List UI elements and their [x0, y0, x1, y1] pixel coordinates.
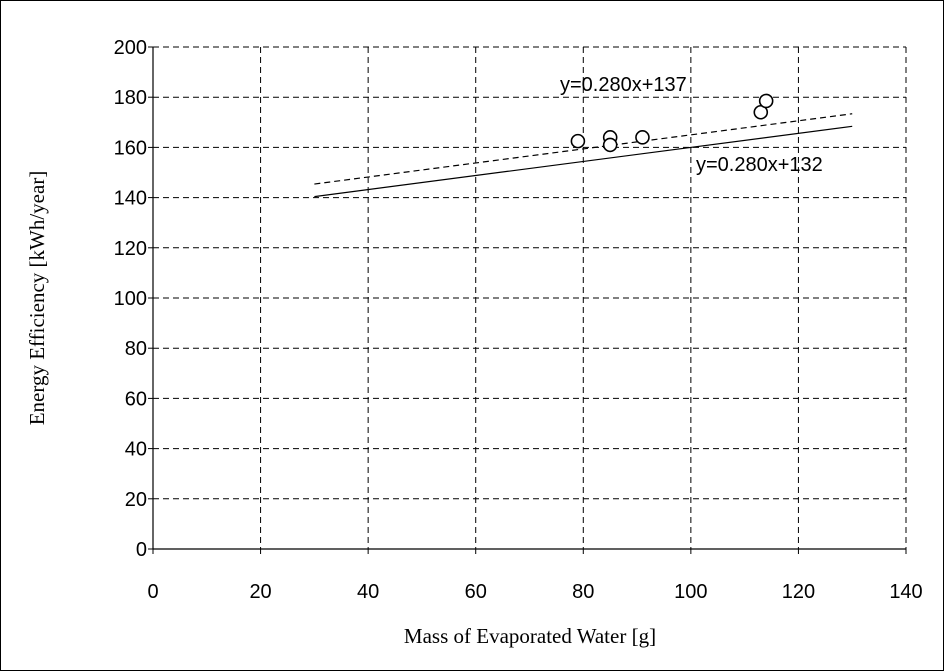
solid-fit-line [314, 125, 853, 198]
solid-line-equation: y=0.280x+132 [696, 154, 823, 176]
data-point [635, 130, 650, 145]
x-tick-label: 140 [889, 581, 922, 603]
x-axis-title: Mass of Evaporated Water [g] [404, 624, 656, 648]
y-tick-label: 140 [114, 188, 147, 210]
y-tick-label: 120 [114, 238, 147, 260]
y-tick-label: 0 [136, 539, 147, 561]
y-tick-label: 180 [114, 87, 147, 109]
grid [153, 46, 907, 549]
y-tick-label: 160 [114, 137, 147, 159]
x-tick-labels: 0 20 40 60 80 100 120 140 [147, 581, 922, 603]
x-tick-label: 80 [572, 581, 594, 603]
data-point [570, 133, 586, 149]
dashed-fit-line [314, 113, 853, 185]
dashed-line-equation: y=0.280x+137 [560, 74, 687, 96]
y-tick-label: 60 [125, 388, 147, 410]
y-tick-label: 40 [125, 439, 147, 461]
y-tick-label: 20 [125, 489, 147, 511]
axes [148, 46, 907, 554]
y-tick-label: 100 [114, 288, 147, 310]
data-points [570, 93, 774, 153]
y-tick-label: 80 [125, 338, 147, 360]
y-axis-title: Energy Efficiency [kWh/year] [25, 171, 49, 426]
y-tick-labels: 0 20 40 60 80 100 120 140 160 180 200 [114, 37, 147, 561]
x-tick-label: 60 [465, 581, 487, 603]
x-tick-label: 20 [249, 581, 271, 603]
x-tick-label: 0 [147, 581, 158, 603]
data-point [602, 137, 618, 153]
data-point [758, 93, 774, 109]
x-tick-label: 100 [674, 581, 707, 603]
y-tick-label: 200 [114, 37, 147, 59]
x-tick-label: 40 [357, 581, 379, 603]
fit-lines [314, 113, 853, 198]
x-tick-label: 120 [782, 581, 815, 603]
